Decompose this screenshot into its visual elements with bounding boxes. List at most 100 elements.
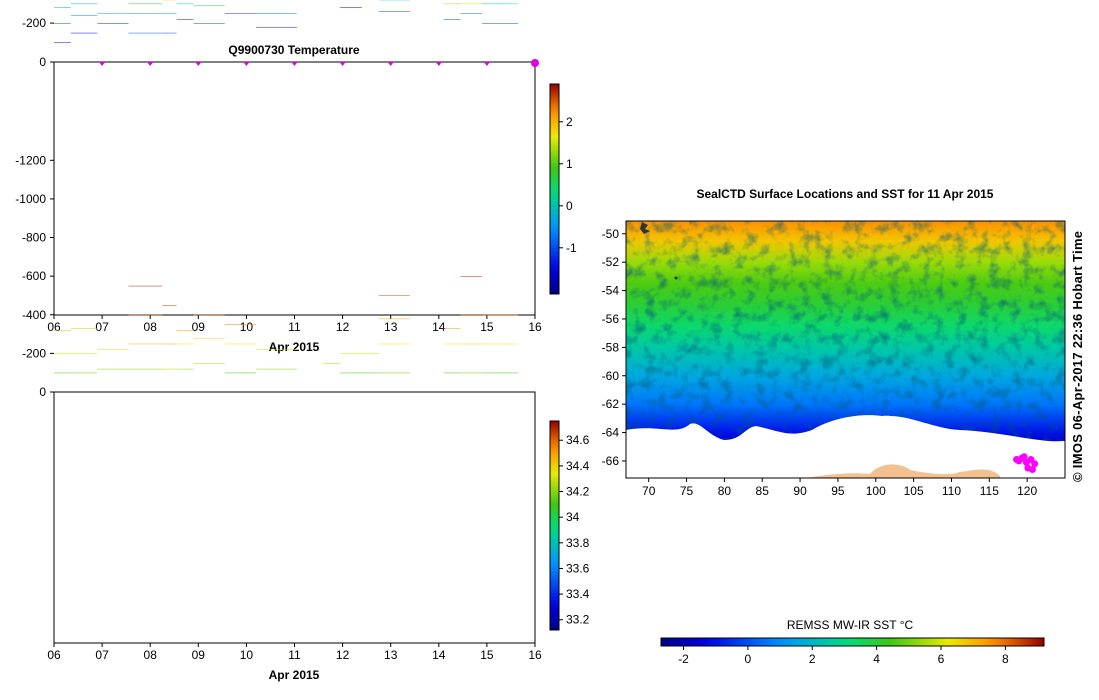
- colorbar-tick-label: 8: [1002, 652, 1009, 666]
- colorbar-tick-label: 34.6: [566, 433, 590, 447]
- profile-cell: [340, 7, 362, 9]
- y-tick-label: -62: [602, 397, 620, 411]
- x-tick-label: 95: [831, 484, 845, 498]
- colorbar-tick-label: 6: [938, 652, 945, 666]
- profile-cell: [97, 368, 129, 370]
- temperature-title: Q9900730 Temperature: [228, 43, 360, 57]
- profile-cell: [176, 343, 194, 345]
- antarctic-land: [806, 464, 1000, 478]
- y-tick-label: -54: [602, 284, 620, 298]
- profile-cell: [378, 318, 410, 320]
- surface-point-marker: [531, 59, 539, 67]
- profile-cell: [482, 314, 519, 316]
- x-tick-label: 90: [793, 484, 807, 498]
- profile-cell: [128, 13, 163, 14]
- y-tick-label: -1200: [15, 153, 46, 167]
- x-tick-label: 08: [144, 320, 158, 334]
- x-tick-label: 70: [642, 484, 656, 498]
- x-tick-label: 07: [95, 320, 109, 334]
- profile-cell: [128, 3, 163, 5]
- x-tick-label: 07: [95, 648, 109, 662]
- temperature-profile-markers: [99, 59, 539, 67]
- profile-cell: [54, 42, 71, 44]
- x-tick-label: 11: [288, 648, 301, 662]
- salinity-x-label: Apr 2015: [269, 668, 320, 682]
- profile-cell: [193, 314, 225, 316]
- profile-cell: [70, 353, 98, 354]
- x-tick-label: 75: [680, 484, 694, 498]
- x-tick-label: 10: [240, 320, 254, 334]
- profile-cell: [97, 349, 129, 351]
- profile-marker: [147, 62, 154, 66]
- profile-cell: [460, 372, 483, 374]
- profile-cell: [323, 363, 341, 364]
- x-tick-label: 06: [47, 648, 61, 662]
- profile-cell: [361, 372, 379, 374]
- profile-cell: [70, 32, 98, 34]
- y-tick-label: -64: [602, 426, 620, 440]
- profile-cell: [193, 23, 225, 24]
- salinity-plot-frame: [53, 391, 536, 644]
- temperature-colorbar-ticks: 2 1 0 -1: [559, 115, 577, 255]
- profile-cell: [54, 330, 71, 331]
- y-tick-label: -600: [22, 269, 46, 283]
- profile-cell: [460, 314, 483, 316]
- seal-location-dot: [1015, 457, 1023, 465]
- colorbar-tick-label: 0: [745, 652, 752, 666]
- seal-location-dot: [1028, 465, 1036, 473]
- profile-cell: [176, 3, 194, 5]
- island-marker: [640, 222, 650, 234]
- sst-colorbar: [660, 637, 1045, 647]
- profile-cell: [378, 11, 410, 12]
- colorbar-tick-label: 33.4: [566, 587, 590, 601]
- colorbar-tick-label: 1: [566, 157, 573, 171]
- colorbar-tick-label: 33.6: [566, 561, 590, 575]
- x-tick-label: 14: [432, 320, 446, 334]
- sst-map-frame: [625, 220, 1066, 479]
- profile-cell: [460, 276, 483, 277]
- salinity-x-axis: 06 07 08 09 10 11 12 13 14 15 16: [47, 643, 542, 662]
- profile-marker: [339, 62, 346, 66]
- y-tick-label: 0: [39, 385, 46, 399]
- y-tick-label: -800: [22, 231, 46, 245]
- profile-cell: [128, 368, 163, 370]
- temperature-x-label: Apr 2015: [269, 340, 320, 354]
- colorbar-tick-label: 34.2: [566, 485, 590, 499]
- profile-cell: [482, 23, 519, 24]
- profile-cell: [340, 372, 362, 374]
- temperature-plot-frame: [53, 61, 536, 316]
- seal-surface-locations: [1013, 453, 1039, 473]
- profile-cell: [443, 19, 461, 20]
- profile-cell: [460, 343, 483, 345]
- salinity-y-axis: 0 -200 -400 -600 -800 -1000 -1200: [15, 153, 54, 399]
- x-tick-label: 14: [432, 648, 446, 662]
- profile-cell: [70, 328, 98, 329]
- profile-cell: [54, 23, 71, 24]
- profile-cell: [340, 353, 362, 354]
- profile-cell: [97, 23, 129, 24]
- x-tick-label: 16: [528, 648, 542, 662]
- profile-cell: [70, 3, 98, 5]
- profile-cell: [176, 19, 194, 20]
- island-marker: [674, 276, 678, 280]
- colorbar-tick-label: 0: [566, 199, 573, 213]
- x-tick-label: 100: [866, 484, 886, 498]
- salinity-profile-cells: [54, 276, 519, 393]
- salinity-colorbar: [549, 420, 560, 631]
- x-tick-label: 12: [336, 320, 350, 334]
- sst-map-panel: SealCTD Surface Locations and SST for 11…: [602, 187, 1085, 666]
- profile-cell: [443, 3, 461, 5]
- profile-marker: [99, 62, 106, 66]
- colorbar-tick-label: 34: [566, 510, 580, 524]
- antarctic-ice-region: [626, 415, 1065, 478]
- profile-cell: [162, 13, 177, 14]
- y-tick-label: -200: [22, 346, 46, 360]
- profile-cell: [70, 372, 98, 374]
- colorbar-tick-label: 2: [809, 652, 816, 666]
- profile-cell: [128, 343, 163, 345]
- profile-cell: [128, 32, 163, 34]
- profile-cell: [128, 285, 163, 287]
- profile-cell: [224, 13, 257, 14]
- profile-cell: [162, 32, 177, 34]
